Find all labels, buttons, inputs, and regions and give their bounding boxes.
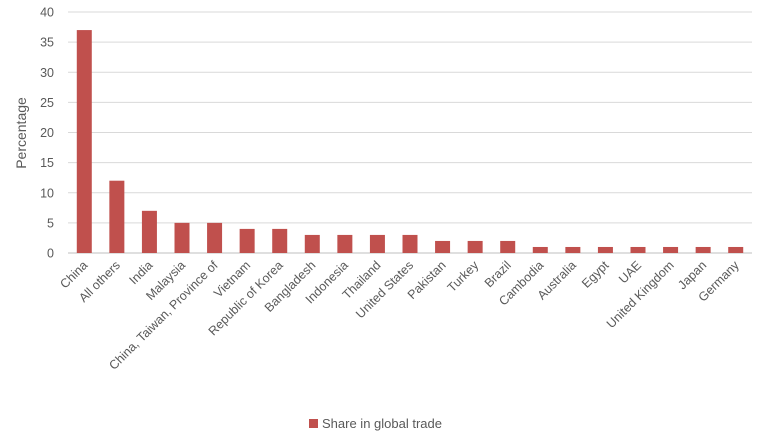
y-tick-label: 10 xyxy=(40,186,54,200)
bar xyxy=(532,246,548,253)
bar xyxy=(435,240,451,253)
bar xyxy=(728,246,744,253)
bar xyxy=(369,234,385,253)
gridlines xyxy=(68,11,752,254)
y-tick-label: 25 xyxy=(40,96,54,110)
legend: Share in global trade xyxy=(309,416,442,431)
x-category-label: UAE xyxy=(616,258,644,286)
bar xyxy=(630,246,646,253)
bars xyxy=(76,30,744,254)
bar xyxy=(174,222,190,253)
legend-swatch xyxy=(309,419,318,428)
legend-label: Share in global trade xyxy=(322,416,442,431)
bar xyxy=(109,180,125,253)
y-tick-label: 35 xyxy=(40,36,54,50)
y-tick-label: 5 xyxy=(47,216,54,230)
bar xyxy=(207,222,223,253)
y-axis-tick-labels: 0 5 10 15 20 25 30 35 40 xyxy=(40,6,54,261)
y-tick-label: 0 xyxy=(47,247,54,261)
x-category-label: India xyxy=(126,258,155,287)
y-axis-title: Percentage xyxy=(13,97,29,169)
bar xyxy=(597,246,613,253)
y-tick-label: 20 xyxy=(40,126,54,140)
bar xyxy=(141,210,157,253)
bar xyxy=(565,246,581,253)
x-category-label: Turkey xyxy=(445,258,482,295)
bar xyxy=(663,246,679,253)
y-tick-label: 40 xyxy=(40,6,54,20)
bar xyxy=(500,240,516,253)
x-category-label: Egypt xyxy=(579,258,612,291)
bar xyxy=(76,30,92,254)
bar xyxy=(337,234,353,253)
bar xyxy=(695,246,711,253)
bar xyxy=(304,234,320,253)
bar xyxy=(272,228,288,253)
bar xyxy=(239,228,255,253)
y-tick-label: 30 xyxy=(40,66,54,80)
bar xyxy=(402,234,418,253)
bar xyxy=(467,240,483,253)
y-tick-label: 15 xyxy=(40,156,54,170)
